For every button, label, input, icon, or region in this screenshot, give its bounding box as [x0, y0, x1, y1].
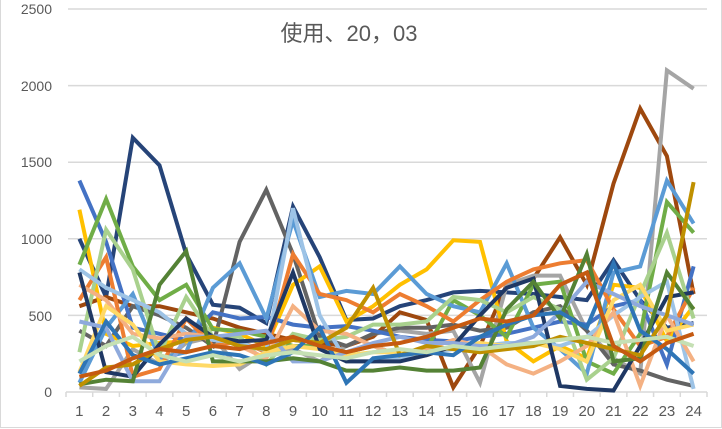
x-tick-label: 24	[685, 403, 702, 420]
y-tick-label: 1000	[20, 231, 52, 247]
x-tick-label: 13	[391, 403, 409, 420]
series-line-s1	[77, 133, 694, 330]
x-tick-label: 12	[364, 403, 382, 420]
y-tick-label: 1500	[20, 154, 52, 170]
x-tick-label: 3	[128, 403, 137, 420]
x-tick-label: 10	[311, 403, 329, 420]
chart-title: 使用、20，03	[0, 16, 722, 48]
x-tick-label: 17	[498, 403, 516, 420]
x-tick-label: 16	[471, 403, 489, 420]
x-tick-label: 20	[578, 403, 596, 420]
x-tick-label: 19	[551, 403, 569, 420]
series-line-s20	[78, 269, 695, 379]
x-tick-label: 22	[631, 403, 649, 420]
x-tick-label: 4	[155, 403, 164, 420]
series-line-s19	[78, 334, 695, 364]
series-line-s17	[78, 181, 696, 388]
x-tick-label: 7	[235, 403, 244, 420]
x-tick-label: 23	[658, 403, 676, 420]
series-line-s16	[79, 246, 696, 387]
x-tick-label: 21	[605, 403, 622, 420]
y-tick-label: 2000	[20, 78, 52, 94]
x-tick-label: 18	[525, 403, 542, 420]
chart-title-text: 使用、20，03	[280, 21, 418, 46]
x-tick-label: 9	[288, 403, 298, 420]
x-tick-label: 6	[208, 403, 218, 420]
x-tick-label: 15	[444, 403, 462, 420]
y-tick-label: 500	[28, 308, 52, 324]
x-tick-label: 5	[182, 403, 191, 420]
x-tick-label: 8	[262, 403, 271, 420]
x-tick-label: 11	[338, 403, 355, 420]
x-tick-label: 1	[75, 403, 84, 420]
series-line-s14	[77, 266, 694, 393]
x-tick-label: 2	[101, 403, 111, 420]
y-tick-label: 0	[44, 384, 52, 400]
y-tick-label: 2500	[20, 1, 52, 17]
x-tick-label: 14	[418, 403, 435, 420]
